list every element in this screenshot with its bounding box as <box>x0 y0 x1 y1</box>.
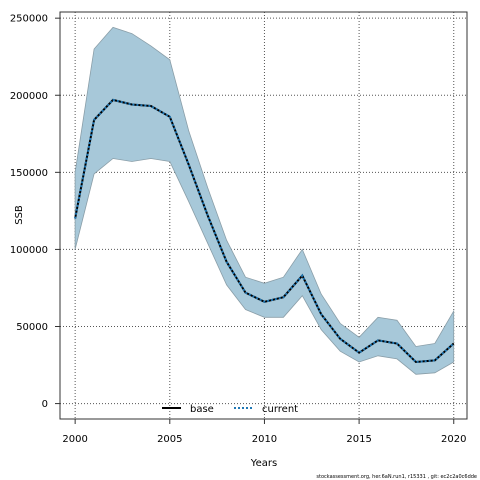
confidence-band <box>74 26 455 375</box>
y-tick-label: 150000 <box>10 168 48 179</box>
y-tick-label: 0 <box>42 399 48 410</box>
legend-label-current: current <box>262 404 298 415</box>
confidence-band-layer <box>74 26 455 375</box>
x-axis-ticks: 2000 2005 2010 2015 2020 <box>62 419 466 445</box>
x-axis-title: Years <box>250 458 277 469</box>
x-tick-label: 2010 <box>252 434 277 445</box>
x-tick-label: 2020 <box>441 434 466 445</box>
legend-label-base: base <box>190 404 214 415</box>
y-axis-ticks: 0 50000 100000 150000 200000 250000 <box>10 14 60 410</box>
y-tick-label: 100000 <box>10 245 48 256</box>
y-tick-label: 50000 <box>16 322 48 333</box>
x-tick-label: 2005 <box>157 434 182 445</box>
y-tick-label: 200000 <box>10 91 48 102</box>
plot-frame <box>59 11 468 420</box>
series-line-current <box>74 98 455 364</box>
x-tick-label: 2000 <box>62 434 87 445</box>
x-tick-label: 2015 <box>346 434 371 445</box>
y-axis-title: SSB <box>14 205 25 225</box>
series-line-layer <box>74 98 455 364</box>
y-tick-label: 250000 <box>10 14 48 25</box>
legend: base current <box>162 404 298 415</box>
footer-credit: stockassessment.org, her.6aN.run1, r1533… <box>316 474 477 480</box>
